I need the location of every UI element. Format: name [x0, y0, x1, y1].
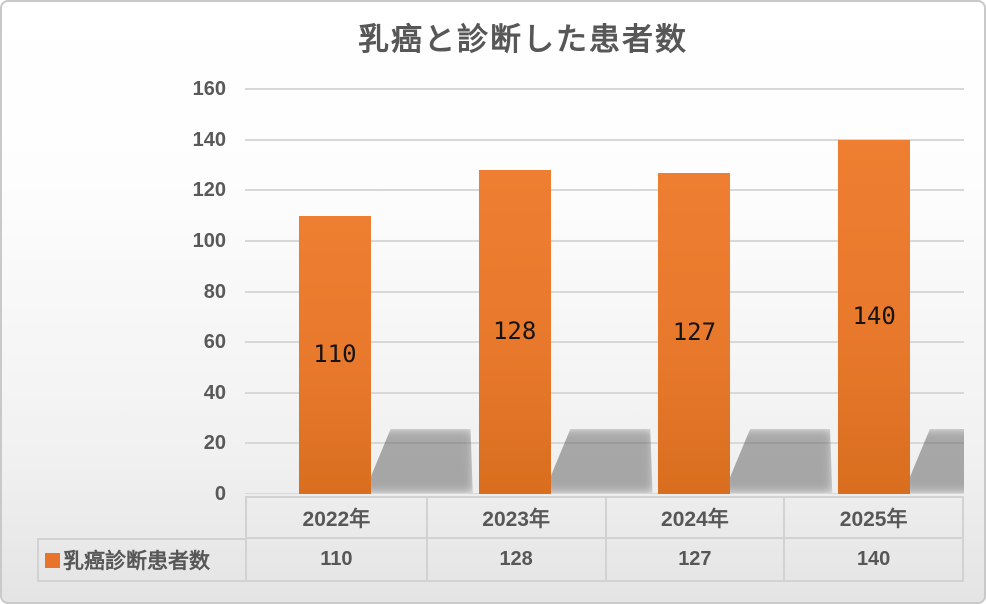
chart-title: 乳癌と診断した患者数	[358, 22, 688, 57]
table-category-cell: 2022年	[247, 498, 426, 539]
bar-2022年[interactable]	[298, 215, 371, 494]
bar-2023年[interactable]	[478, 170, 551, 494]
table-category-cell: 2025年	[783, 498, 962, 539]
bar-2025年[interactable]	[838, 139, 911, 494]
bar-data-label: 140	[852, 301, 896, 330]
gridline	[245, 189, 964, 192]
bar-shadow	[543, 429, 653, 493]
gridline	[245, 138, 964, 141]
gridline	[245, 493, 964, 494]
gridline	[245, 290, 964, 293]
bar-data-label: 127	[672, 318, 717, 347]
table-category-cell: 2023年	[425, 498, 605, 539]
y-axis-tick-label: 60	[203, 331, 226, 354]
y-axis-tick-label: 120	[192, 179, 226, 202]
gridline	[245, 341, 964, 344]
table-value-cell: 128	[425, 539, 605, 580]
bar-2024年[interactable]	[658, 172, 731, 494]
y-axis-tick-label: 140	[192, 128, 226, 151]
legend-cell[interactable]: 乳癌診断患者数	[37, 538, 247, 582]
gridline	[245, 391, 964, 394]
y-axis-tick-label: 0	[214, 483, 226, 505]
series-color-swatch-icon	[45, 552, 60, 568]
data-table: 2022年 2023年 2024年 2025年 110 128 127 140	[245, 496, 964, 582]
gridline	[245, 239, 964, 242]
bar-shadow	[903, 429, 964, 493]
bar-data-label: 128	[492, 317, 537, 345]
y-axis-tick-label: 160	[192, 78, 226, 100]
y-axis-tick-label: 80	[203, 280, 226, 303]
bar-shadow	[723, 429, 833, 493]
y-axis-tick-label: 100	[192, 229, 226, 252]
gridline	[245, 88, 964, 90]
y-axis-tick-label: 40	[203, 381, 226, 404]
table-value-cell: 140	[783, 539, 962, 580]
bar-shadow	[363, 429, 473, 493]
legend-series-label: 乳癌診断患者数	[63, 550, 210, 573]
table-category-cell: 2024年	[604, 498, 784, 539]
table-value-cell: 110	[320, 548, 353, 570]
plot-area: 110 128 127 140	[245, 82, 964, 494]
table-value-cell: 127	[604, 539, 784, 580]
y-axis-tick-label: 20	[203, 432, 226, 455]
bar-data-label: 110	[313, 339, 357, 368]
